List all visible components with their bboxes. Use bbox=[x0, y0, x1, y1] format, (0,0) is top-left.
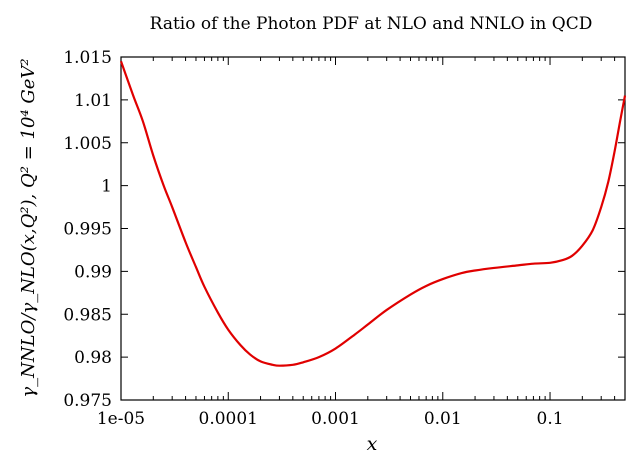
y-tick-label: 0.99 bbox=[74, 262, 112, 282]
y-axis-ticks: 0.975 0.98 0.985 0.99 0.995 1 1.005 1.01 1.015 bbox=[63, 48, 625, 411]
y-axis-label: γ_NNLO/γ_NLO(x,Q²), Q² = 10⁴ GeV² bbox=[18, 58, 39, 397]
y-tick-label: 1.01 bbox=[74, 91, 112, 111]
x-axis-label: x bbox=[367, 433, 378, 455]
y-tick-label: 0.98 bbox=[74, 348, 112, 368]
plot-area-frame bbox=[120, 56, 626, 401]
chart-title: Ratio of the Photon PDF at NLO and NNLO … bbox=[150, 14, 593, 34]
x-tick-label: 1e-05 bbox=[97, 409, 145, 429]
x-tick-label: 0.001 bbox=[311, 409, 360, 429]
y-tick-label: 1.005 bbox=[63, 134, 112, 154]
x-tick-label: 0.1 bbox=[537, 409, 564, 429]
y-tick-label: 0.975 bbox=[63, 391, 112, 411]
y-tick-label: 1 bbox=[101, 177, 112, 197]
y-tick-label: 1.015 bbox=[63, 48, 112, 68]
y-tick-label: 0.995 bbox=[63, 220, 112, 240]
x-tick-label: 0.01 bbox=[424, 409, 462, 429]
series-layer bbox=[119, 60, 627, 367]
series-line-0 bbox=[119, 60, 627, 367]
y-tick-label: 0.985 bbox=[63, 305, 112, 325]
x-tick-label: 0.0001 bbox=[199, 409, 258, 429]
x-axis-ticks: 1e-05 0.0001 0.001 0.01 0.1 bbox=[97, 57, 616, 429]
